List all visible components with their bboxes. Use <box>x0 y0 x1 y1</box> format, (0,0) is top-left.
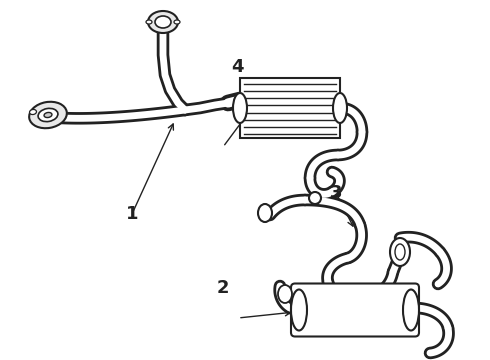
Ellipse shape <box>258 204 272 222</box>
Ellipse shape <box>291 289 307 330</box>
Text: 3: 3 <box>329 184 342 202</box>
Polygon shape <box>240 78 340 138</box>
Ellipse shape <box>403 289 419 330</box>
Ellipse shape <box>38 108 58 122</box>
Text: 2: 2 <box>217 279 229 297</box>
Ellipse shape <box>146 20 152 24</box>
Ellipse shape <box>29 102 67 128</box>
Ellipse shape <box>155 16 171 28</box>
Ellipse shape <box>390 238 410 266</box>
Ellipse shape <box>333 93 347 123</box>
Text: 1: 1 <box>126 205 139 223</box>
Ellipse shape <box>278 285 292 303</box>
FancyBboxPatch shape <box>291 284 419 337</box>
Text: 4: 4 <box>231 58 244 76</box>
Ellipse shape <box>148 11 178 33</box>
Ellipse shape <box>174 20 180 24</box>
Ellipse shape <box>395 244 405 260</box>
Ellipse shape <box>309 192 321 204</box>
Ellipse shape <box>233 93 247 123</box>
Ellipse shape <box>29 109 36 114</box>
Ellipse shape <box>44 112 52 118</box>
